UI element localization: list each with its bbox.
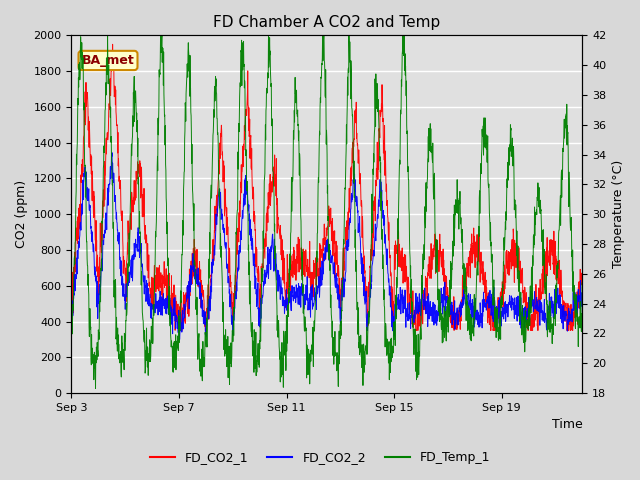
Title: FD Chamber A CO2 and Temp: FD Chamber A CO2 and Temp (213, 15, 440, 30)
Y-axis label: Temperature (°C): Temperature (°C) (612, 160, 625, 268)
Legend: FD_CO2_1, FD_CO2_2, FD_Temp_1: FD_CO2_1, FD_CO2_2, FD_Temp_1 (145, 446, 495, 469)
Text: BA_met: BA_met (82, 54, 134, 67)
Y-axis label: CO2 (ppm): CO2 (ppm) (15, 180, 28, 248)
X-axis label: Time: Time (552, 419, 582, 432)
